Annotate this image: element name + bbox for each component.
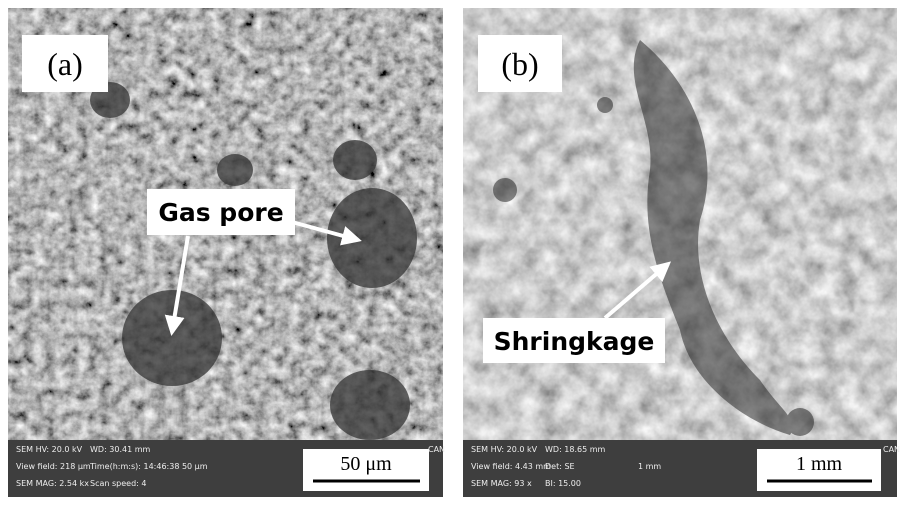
info-text: 1 mm — [638, 462, 661, 471]
scale-label: 1 mm — [796, 453, 843, 475]
info-text: BI: 15.00 — [545, 479, 581, 488]
info-text: SEM MAG: 2.54 kx — [16, 479, 89, 488]
label-box — [478, 35, 562, 92]
arrow — [164, 235, 190, 336]
arrow — [603, 261, 672, 320]
info-text: CAN — [883, 445, 900, 454]
info-text: Scan speed: 4 — [90, 479, 147, 488]
scale-label: 50 μm — [340, 453, 392, 475]
panel-label: (b) — [501, 46, 538, 82]
arrow — [291, 220, 362, 246]
annotation: Shringkage — [494, 327, 655, 356]
shrinkage-region — [493, 40, 814, 436]
info-text: View field: 218 μm — [16, 462, 91, 471]
info-text: WD: 18.65 mm — [545, 445, 606, 454]
info-text: Time(h:m:s): 14:46:38 50 μm — [89, 462, 208, 471]
info-text: SEM HV: 20.0 kV — [16, 445, 83, 454]
annotation-box — [147, 189, 295, 235]
annotation-box — [483, 318, 665, 363]
info-text: SEM MAG: 93 x — [471, 479, 532, 488]
scale-box — [757, 449, 881, 491]
info-text: Det: SE — [545, 462, 575, 471]
annotation: Gas pore — [158, 198, 283, 227]
panels: 50 μm (a) Gas pore 1 mm (b) Shringkage — [8, 8, 897, 497]
info-text: CAN — [428, 445, 445, 454]
info-text: WD: 30.41 mm — [90, 445, 151, 454]
scale-box — [303, 449, 429, 491]
info-text: View field: 4.43 mm — [471, 462, 551, 471]
info-text: SEM HV: 20.0 kV — [471, 445, 538, 454]
panel-label: (a) — [47, 46, 83, 82]
label-box — [22, 35, 108, 92]
